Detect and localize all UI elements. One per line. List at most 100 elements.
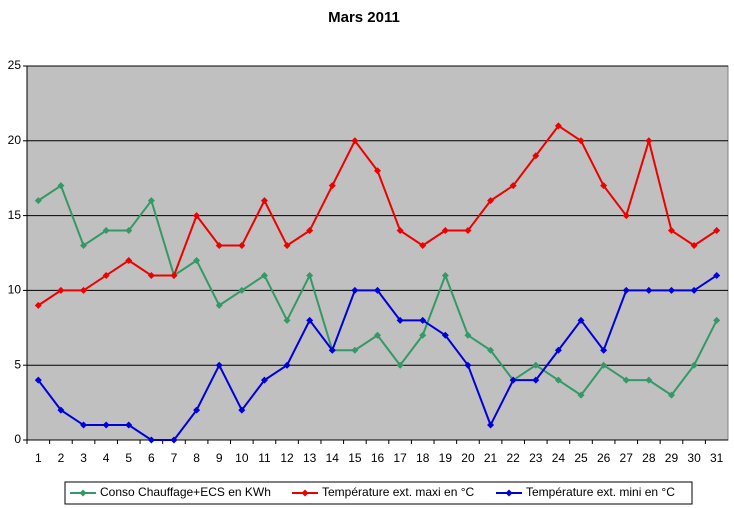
point-marker bbox=[554, 122, 562, 130]
point-marker bbox=[80, 286, 88, 294]
x-tick-label: 9 bbox=[216, 451, 223, 465]
point-marker bbox=[351, 346, 359, 354]
x-tick-label: 15 bbox=[348, 451, 362, 465]
point-marker bbox=[554, 376, 562, 384]
x-tick-label: 21 bbox=[484, 451, 498, 465]
point-marker bbox=[170, 271, 178, 279]
x-tick-label: 12 bbox=[280, 451, 294, 465]
point-marker bbox=[532, 376, 540, 384]
point-marker bbox=[441, 331, 449, 339]
point-marker bbox=[396, 361, 404, 369]
point-marker bbox=[306, 271, 314, 279]
point-marker bbox=[102, 227, 110, 235]
point-marker bbox=[283, 242, 291, 250]
point-marker bbox=[667, 391, 675, 399]
point-marker bbox=[34, 376, 42, 384]
point-marker bbox=[351, 286, 359, 294]
y-tick-label: 10 bbox=[8, 283, 22, 297]
y-tick-label: 25 bbox=[8, 58, 22, 72]
point-marker bbox=[622, 376, 630, 384]
point-marker bbox=[577, 137, 585, 145]
x-tick-label: 19 bbox=[439, 451, 453, 465]
x-tick-label: 31 bbox=[710, 451, 724, 465]
point-marker bbox=[147, 271, 155, 279]
x-tick-label: 4 bbox=[103, 451, 110, 465]
point-marker bbox=[102, 421, 110, 429]
point-marker bbox=[690, 361, 698, 369]
point-marker bbox=[713, 227, 721, 235]
x-tick-label: 7 bbox=[171, 451, 178, 465]
x-tick-label: 13 bbox=[303, 451, 317, 465]
point-marker bbox=[464, 227, 472, 235]
point-marker bbox=[554, 346, 562, 354]
x-tick-label: 18 bbox=[416, 451, 430, 465]
x-tick-label: 14 bbox=[326, 451, 340, 465]
x-tick-label: 30 bbox=[687, 451, 701, 465]
point-marker bbox=[713, 316, 721, 324]
point-marker bbox=[464, 361, 472, 369]
point-marker bbox=[600, 361, 608, 369]
point-marker bbox=[260, 197, 268, 205]
point-marker bbox=[396, 227, 404, 235]
point-marker bbox=[147, 436, 155, 444]
point-marker bbox=[351, 137, 359, 145]
x-tick-label: 16 bbox=[371, 451, 385, 465]
chart-title: Mars 2011 bbox=[328, 9, 400, 26]
y-tick-label: 5 bbox=[14, 357, 21, 371]
point-marker bbox=[622, 286, 630, 294]
x-tick-label: 5 bbox=[125, 451, 132, 465]
point-marker bbox=[328, 182, 336, 190]
point-marker bbox=[690, 242, 698, 250]
point-marker bbox=[532, 361, 540, 369]
x-tick-label: 6 bbox=[148, 451, 155, 465]
point-marker bbox=[419, 316, 427, 324]
point-marker bbox=[57, 406, 65, 414]
point-marker bbox=[441, 271, 449, 279]
point-marker bbox=[57, 286, 65, 294]
point-marker bbox=[215, 242, 223, 250]
point-marker bbox=[419, 242, 427, 250]
point-marker bbox=[622, 212, 630, 220]
point-marker bbox=[532, 152, 540, 160]
point-marker bbox=[147, 197, 155, 205]
y-tick-label: 20 bbox=[8, 133, 22, 147]
point-marker bbox=[509, 376, 517, 384]
point-marker bbox=[328, 346, 336, 354]
point-marker bbox=[645, 137, 653, 145]
legend-label: Température ext. mini en °C bbox=[526, 485, 675, 499]
x-tick-label: 23 bbox=[529, 451, 543, 465]
point-marker bbox=[487, 421, 495, 429]
point-marker bbox=[577, 316, 585, 324]
point-marker bbox=[57, 182, 65, 190]
x-tick-label: 24 bbox=[552, 451, 566, 465]
point-marker bbox=[509, 182, 517, 190]
point-marker bbox=[34, 301, 42, 309]
point-marker bbox=[193, 406, 201, 414]
point-marker bbox=[125, 256, 133, 264]
point-marker bbox=[487, 197, 495, 205]
x-tick-label: 22 bbox=[506, 451, 520, 465]
x-tick-label: 20 bbox=[461, 451, 475, 465]
x-tick-label: 25 bbox=[574, 451, 588, 465]
point-marker bbox=[374, 331, 381, 339]
point-marker bbox=[80, 421, 88, 429]
point-marker bbox=[238, 286, 246, 294]
point-marker bbox=[645, 286, 653, 294]
point-marker bbox=[577, 391, 585, 399]
legend-label: Température ext. maxi en °C bbox=[322, 485, 475, 499]
legend-marker bbox=[79, 489, 87, 497]
x-tick-label: 28 bbox=[642, 451, 656, 465]
point-marker bbox=[441, 227, 449, 235]
point-marker bbox=[487, 346, 495, 354]
x-tick-label: 26 bbox=[597, 451, 611, 465]
y-tick-label: 0 bbox=[14, 432, 21, 446]
point-marker bbox=[215, 301, 223, 309]
plot-area bbox=[26, 65, 729, 441]
x-tick-label: 10 bbox=[235, 451, 249, 465]
x-tick-label: 2 bbox=[58, 451, 65, 465]
point-marker bbox=[374, 167, 381, 175]
y-tick-label: 15 bbox=[8, 208, 22, 222]
point-marker bbox=[645, 376, 653, 384]
x-tick-label: 27 bbox=[620, 451, 634, 465]
